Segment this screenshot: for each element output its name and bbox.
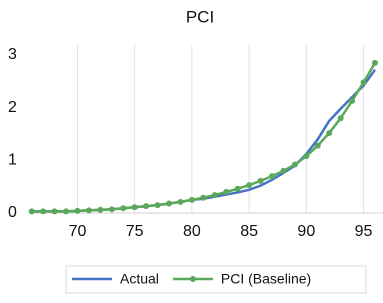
marker: [326, 130, 332, 136]
legend-label: Actual: [120, 271, 159, 287]
marker: [132, 204, 138, 210]
marker: [292, 162, 298, 168]
marker: [177, 199, 183, 205]
y-tick-label: 3: [8, 46, 17, 63]
marker: [269, 173, 275, 179]
legend-marker: [190, 276, 196, 282]
marker: [280, 168, 286, 174]
marker: [86, 207, 92, 213]
x-tick-label: 70: [69, 223, 87, 240]
marker: [120, 205, 126, 211]
chart: PCI 70 75 80 85 90 95 0 1 2 3 Actual PCI (Baseline): [0, 0, 383, 298]
legend-label: PCI (Baseline): [221, 271, 311, 287]
chart-title: PCI: [186, 7, 214, 26]
x-tick-label: 90: [297, 223, 315, 240]
x-tick-label: 80: [183, 223, 201, 240]
x-tick-label: 95: [355, 223, 373, 240]
marker: [212, 192, 218, 198]
y-tick-label: 2: [8, 99, 17, 116]
y-tick-label: 1: [8, 152, 17, 169]
marker: [189, 197, 195, 203]
line: [32, 63, 375, 212]
x-tick-label: 85: [240, 223, 258, 240]
marker: [109, 206, 115, 212]
marker: [29, 208, 35, 214]
x-tick-label: 75: [126, 223, 144, 240]
y-tick-label: 0: [8, 204, 17, 221]
marker: [40, 208, 46, 214]
marker: [315, 143, 321, 149]
marker: [235, 186, 241, 192]
marker: [52, 208, 58, 214]
marker: [63, 208, 69, 214]
marker: [338, 115, 344, 121]
marker: [349, 98, 355, 104]
marker: [223, 189, 229, 195]
marker: [97, 207, 103, 213]
marker: [166, 201, 172, 207]
marker: [74, 208, 80, 214]
marker: [361, 79, 367, 85]
marker: [372, 60, 378, 66]
marker: [155, 202, 161, 208]
marker: [143, 203, 149, 209]
marker: [258, 178, 264, 184]
marker: [200, 195, 206, 201]
marker: [303, 153, 309, 159]
marker: [246, 182, 252, 188]
